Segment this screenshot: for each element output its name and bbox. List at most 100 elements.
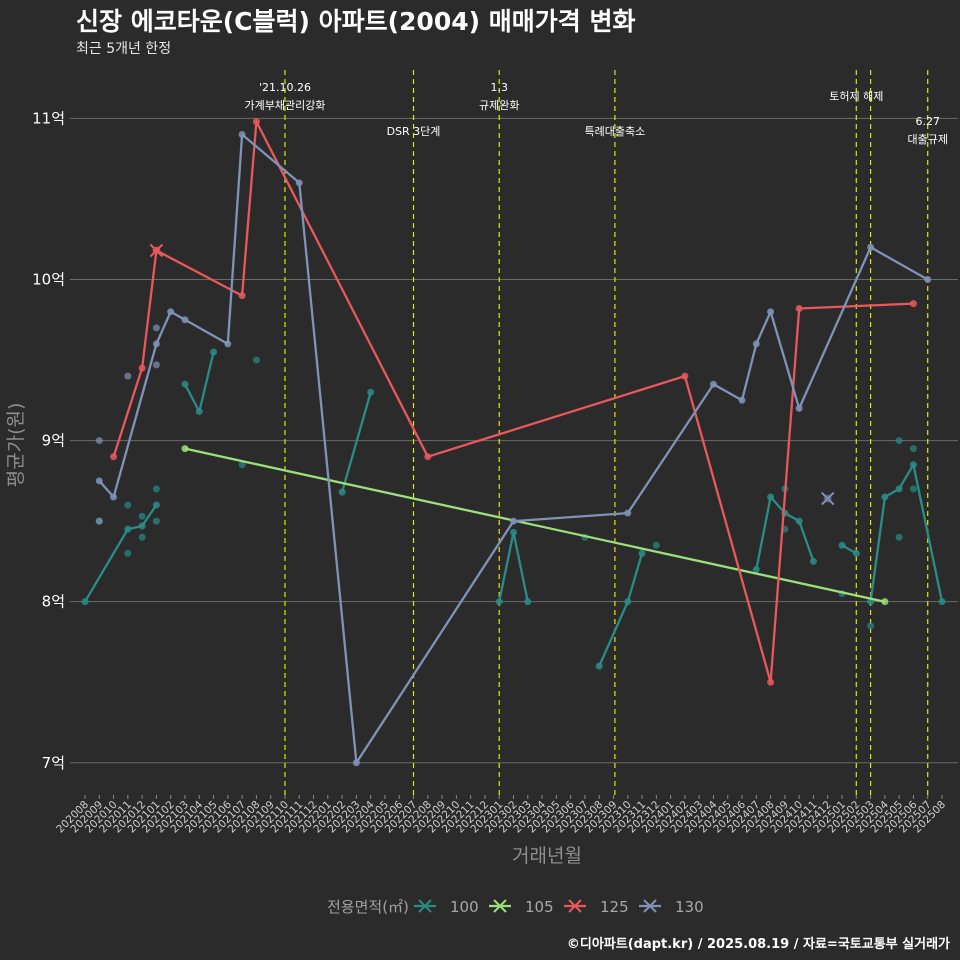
legend-swatch-marker — [418, 899, 432, 913]
data-point-100 — [138, 512, 146, 520]
y-tick-label: 10억 — [32, 270, 65, 288]
axis-layer: 7억8억9억10억11억2020082020092020102020112020… — [5, 109, 948, 867]
data-point-100 — [138, 522, 146, 530]
data-point-100 — [795, 517, 803, 525]
data-point-100 — [210, 348, 218, 356]
data-point-130 — [152, 340, 160, 348]
data-point-100 — [652, 541, 660, 549]
x-marker-130 — [821, 491, 835, 506]
data-point-100 — [124, 549, 132, 557]
data-point-100 — [124, 501, 132, 509]
data-point-100 — [367, 388, 375, 396]
data-point-130 — [95, 477, 103, 485]
data-point-130 — [867, 243, 875, 251]
data-point-100 — [752, 565, 760, 573]
event-label: '21.10.26 — [259, 81, 311, 94]
data-point-125 — [681, 372, 689, 380]
data-point-100 — [638, 549, 646, 557]
data-point-130 — [95, 437, 103, 445]
data-point-100 — [524, 598, 532, 606]
data-point-130 — [709, 380, 717, 388]
data-point-130 — [752, 340, 760, 348]
series-line-105 — [184, 447, 886, 603]
legend-label: 100 — [450, 898, 479, 916]
data-point-100 — [895, 485, 903, 493]
chart-subtitle: 최근 5개년 한정 — [76, 41, 172, 57]
data-point-100 — [809, 557, 817, 565]
y-axis-title: 평균가(원) — [5, 403, 27, 488]
data-point-100 — [252, 356, 260, 364]
series-line-100 — [498, 531, 529, 602]
legend-title: 전용면적(㎡) — [327, 898, 409, 916]
source-caption: ©디아파트(dapt.kr) / 2025.08.19 / 자료=국토교통부 실… — [566, 937, 950, 952]
series-line-100 — [869, 463, 944, 602]
data-point-100 — [238, 461, 246, 469]
series-line-100 — [340, 391, 372, 493]
data-point-100 — [138, 533, 146, 541]
data-point-100 — [895, 437, 903, 445]
data-point-130 — [224, 340, 232, 348]
data-point-100 — [152, 517, 160, 525]
legend-label: 130 — [675, 898, 704, 916]
data-point-130 — [295, 179, 303, 187]
x-marker-125 — [149, 243, 164, 258]
data-point-100 — [852, 549, 860, 557]
chart-title: 신장 에코타운(C블럭) 아파트(2004) 매매가격 변화 — [76, 7, 636, 36]
data-point-125 — [138, 364, 146, 372]
data-point-100 — [152, 485, 160, 493]
data-point-100 — [838, 541, 846, 549]
data-point-125 — [909, 300, 917, 308]
legend-item-125: 125 — [564, 898, 629, 916]
data-point-130 — [795, 404, 803, 412]
data-point-100 — [181, 380, 189, 388]
data-point-130 — [167, 308, 175, 316]
legend-label: 105 — [525, 898, 554, 916]
data-point-130 — [152, 324, 160, 332]
data-point-100 — [881, 493, 889, 501]
data-point-125 — [238, 292, 246, 300]
data-point-100 — [895, 533, 903, 541]
data-point-100 — [909, 485, 917, 493]
legend-item-130: 130 — [639, 898, 704, 916]
data-point-105 — [881, 598, 889, 606]
event-label: 토허제 해제 — [829, 89, 883, 103]
data-point-105 — [181, 445, 189, 453]
y-tick-label: 7억 — [42, 754, 65, 772]
data-point-100 — [195, 408, 203, 416]
data-point-130 — [738, 396, 746, 404]
series-line-125 — [112, 120, 914, 684]
data-point-100 — [624, 598, 632, 606]
data-point-100 — [767, 493, 775, 501]
data-point-130 — [624, 509, 632, 517]
data-point-130 — [924, 275, 932, 283]
legend-swatch-marker — [568, 899, 582, 913]
grid-layer — [70, 117, 958, 764]
data-point-125 — [252, 118, 260, 126]
legend-item-100: 100 — [414, 898, 479, 916]
event-label: 특례대출축소 — [585, 125, 646, 138]
data-point-130 — [181, 316, 189, 324]
data-point-100 — [510, 528, 517, 536]
data-point-130 — [110, 493, 118, 501]
series-line-100 — [183, 351, 215, 413]
legend-item-105: 105 — [489, 898, 554, 916]
event-label: 6.27 — [915, 115, 940, 128]
data-point-130 — [238, 130, 246, 138]
data-point-100 — [867, 622, 875, 630]
data-point-130 — [767, 308, 775, 316]
data-point-130 — [510, 517, 517, 525]
series-layer — [81, 118, 946, 767]
legend-swatch-marker — [643, 899, 657, 913]
data-point-130 — [152, 361, 160, 369]
y-tick-label: 11억 — [32, 109, 65, 127]
legend-label: 125 — [600, 898, 629, 916]
data-point-100 — [595, 662, 603, 670]
data-point-125 — [767, 678, 775, 686]
x-axis-title: 거래년월 — [512, 845, 582, 867]
data-point-130 — [352, 759, 360, 767]
event-label: DSR 3단계 — [387, 125, 441, 138]
data-point-125 — [424, 453, 432, 461]
data-point-125 — [110, 453, 118, 461]
